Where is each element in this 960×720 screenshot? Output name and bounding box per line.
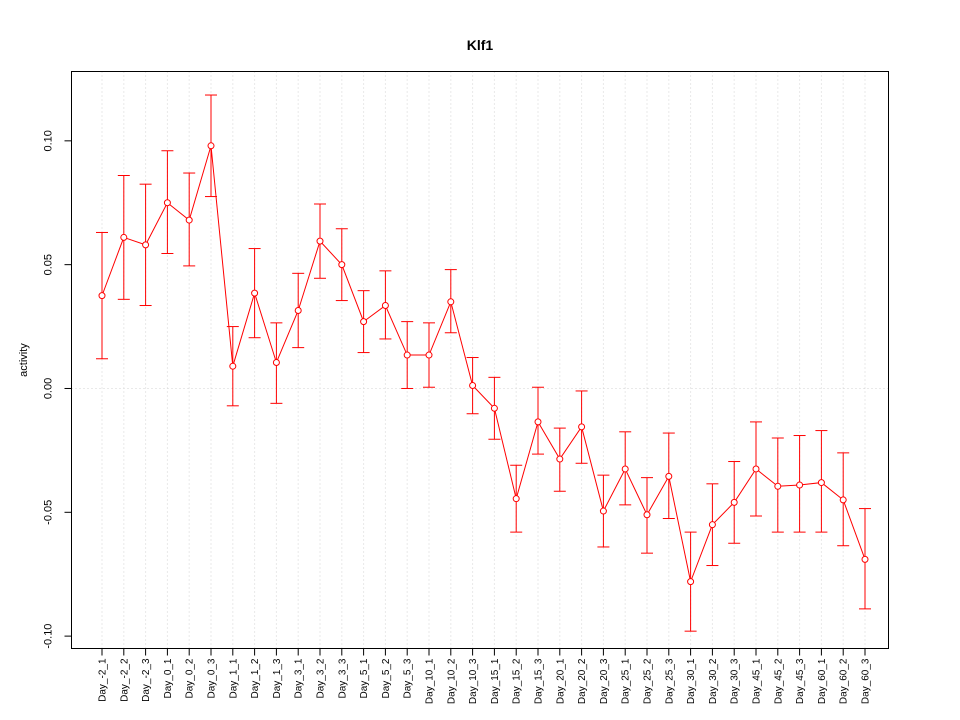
x-tick-label: Day_3_3 xyxy=(337,658,348,698)
data-point xyxy=(556,455,564,463)
data-point xyxy=(185,216,193,224)
data-point xyxy=(207,142,215,150)
x-tick-label: Day_10_3 xyxy=(468,658,479,704)
x-tick-label: Day_20_3 xyxy=(599,658,610,704)
grid xyxy=(71,71,889,649)
data-point xyxy=(403,351,411,359)
data-point xyxy=(469,382,477,390)
data-point xyxy=(774,482,782,490)
x-tick-label: Day_10_1 xyxy=(425,658,436,704)
data-point xyxy=(229,362,237,370)
x-tick-label: Day_60_1 xyxy=(817,658,828,704)
data-point xyxy=(360,318,368,326)
data-point xyxy=(621,465,629,473)
x-tick-label: Day_10_2 xyxy=(446,658,457,704)
data-point xyxy=(272,358,280,366)
chart-title: Klf1 xyxy=(467,37,494,53)
x-tick-label: Day_15_2 xyxy=(512,658,523,704)
data-point xyxy=(163,199,171,207)
data-point xyxy=(490,404,498,412)
x-tick-label: Day_25_1 xyxy=(621,658,632,704)
data-point xyxy=(578,423,586,431)
x-tick-label: Day_-2_3 xyxy=(141,658,152,702)
x-tick-label: Day_45_1 xyxy=(752,658,763,704)
data-point xyxy=(316,237,324,245)
data-point xyxy=(251,289,259,297)
data-point xyxy=(599,507,607,515)
data-point xyxy=(425,351,433,359)
data-point xyxy=(752,465,760,473)
plot-frame xyxy=(71,71,889,649)
data-point xyxy=(98,292,106,300)
data-point xyxy=(142,241,150,249)
data-point xyxy=(534,418,542,426)
x-tick-label: Day_5_1 xyxy=(359,658,370,698)
x-tick-label: Day_30_1 xyxy=(686,658,697,704)
x-tick-label: Day_-2_2 xyxy=(119,658,130,702)
data-point xyxy=(708,521,716,529)
x-tick-label: Day_20_1 xyxy=(555,658,566,704)
data-point xyxy=(839,496,847,504)
y-tick-label: -0.10 xyxy=(43,624,55,649)
x-tick-label: Day_5_2 xyxy=(381,658,392,698)
y-axis: -0.10 -0.05 0.00 0.05 0.10 xyxy=(43,130,72,649)
y-tick-label: 0.05 xyxy=(43,254,55,275)
x-tick-label: Day_20_2 xyxy=(577,658,588,704)
data-point xyxy=(861,555,869,563)
x-tick-label: Day_3_1 xyxy=(294,658,305,698)
x-tick-label: Day_15_1 xyxy=(490,658,501,704)
data-point xyxy=(120,233,128,241)
x-tick-label: Day_3_2 xyxy=(316,658,327,698)
x-tick-label: Day_1_3 xyxy=(272,658,283,698)
x-tick-label: Day_45_3 xyxy=(795,658,806,704)
data-point xyxy=(512,495,520,503)
x-tick-label: Day_1_2 xyxy=(250,658,261,698)
x-axis: Day_-2_1 Day_-2_2 Day_-2_3 Day_0_1 Day_0_2 Da… xyxy=(98,648,872,704)
x-tick-label: Day_30_3 xyxy=(730,658,741,704)
y-tick-label: 0.10 xyxy=(43,130,55,151)
data-point xyxy=(643,511,651,519)
x-tick-label: Day_45_2 xyxy=(773,658,784,704)
x-tick-label: Day_60_2 xyxy=(839,658,850,704)
series-line xyxy=(101,145,866,584)
x-tick-label: Day_-2_1 xyxy=(98,658,109,702)
x-tick-label: Day_30_2 xyxy=(708,658,719,704)
data-point xyxy=(796,481,804,489)
data-point xyxy=(730,498,738,506)
x-tick-label: Day_1_1 xyxy=(228,658,239,698)
data-point xyxy=(687,578,695,586)
x-tick-label: Day_25_2 xyxy=(643,658,654,704)
y-tick-label: -0.05 xyxy=(43,500,55,525)
y-axis-label: activity xyxy=(18,343,30,377)
x-tick-label: Day_0_1 xyxy=(163,658,174,698)
x-tick-label: Day_15_3 xyxy=(534,658,545,704)
data-point xyxy=(817,479,825,487)
data-point xyxy=(294,306,302,314)
x-tick-label: Day_0_3 xyxy=(207,658,218,698)
y-tick-label: 0.00 xyxy=(43,378,55,399)
x-tick-label: Day_5_3 xyxy=(403,658,414,698)
series-klf1 xyxy=(96,94,871,632)
x-tick-label: Day_60_3 xyxy=(861,658,872,704)
data-point xyxy=(338,261,346,269)
data-point xyxy=(665,472,673,480)
x-tick-label: Day_0_2 xyxy=(185,658,196,698)
data-point xyxy=(381,302,389,310)
x-tick-label: Day_25_3 xyxy=(664,658,675,704)
data-point xyxy=(447,298,455,306)
